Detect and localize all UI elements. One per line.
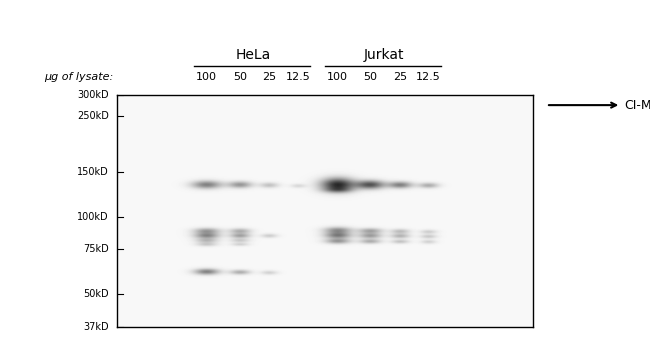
Text: 100: 100 (196, 72, 217, 82)
Text: 300kD: 300kD (77, 90, 109, 101)
Text: 12.5: 12.5 (416, 72, 441, 82)
Text: 37kD: 37kD (83, 322, 109, 332)
Text: CI-MPR: CI-MPR (549, 99, 650, 112)
Text: 250kD: 250kD (77, 111, 109, 121)
Text: Jurkat: Jurkat (363, 47, 404, 62)
Text: 50kD: 50kD (83, 289, 109, 299)
Text: 50: 50 (233, 72, 247, 82)
Text: μg of lysate:: μg of lysate: (44, 72, 114, 82)
Text: 25: 25 (262, 72, 276, 82)
Text: 150kD: 150kD (77, 167, 109, 177)
Text: 75kD: 75kD (83, 244, 109, 254)
Text: 25: 25 (393, 72, 407, 82)
Text: 12.5: 12.5 (285, 72, 310, 82)
Text: 100kD: 100kD (77, 212, 109, 222)
Text: 100: 100 (327, 72, 348, 82)
Text: HeLa: HeLa (235, 47, 271, 62)
Text: 50: 50 (363, 72, 377, 82)
